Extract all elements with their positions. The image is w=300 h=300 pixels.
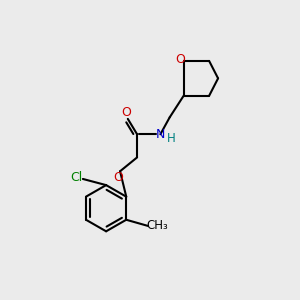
Text: CH₃: CH₃: [146, 219, 168, 232]
Text: N: N: [156, 128, 165, 141]
Text: O: O: [114, 171, 124, 184]
Text: H: H: [167, 132, 176, 146]
Text: Cl: Cl: [70, 171, 83, 184]
Text: O: O: [121, 106, 131, 119]
Text: O: O: [176, 53, 185, 66]
